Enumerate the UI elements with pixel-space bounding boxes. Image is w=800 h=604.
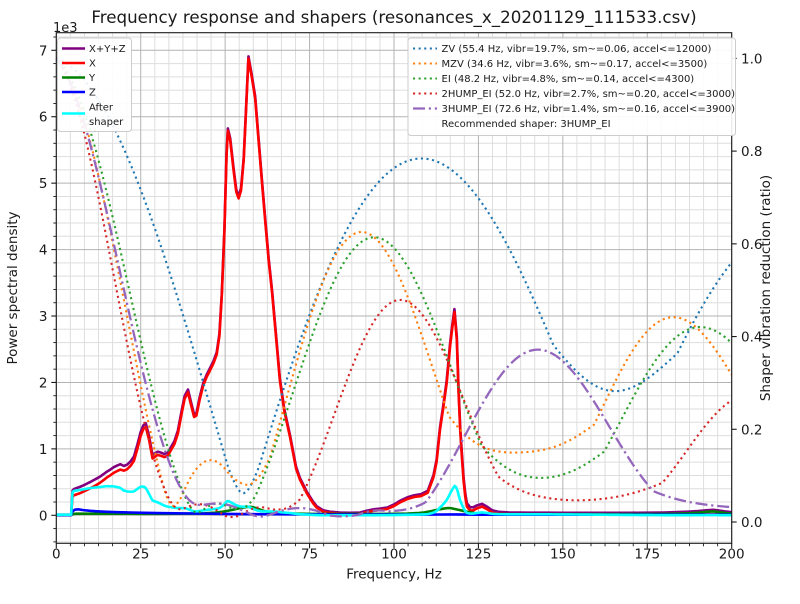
y-left-offset-text: 1e3 <box>53 21 78 36</box>
legend-label: X <box>89 59 96 70</box>
y-left-tick-label: 1 <box>39 442 48 458</box>
y-right-tick-label: 0.2 <box>741 422 762 438</box>
legend-shapers-box <box>407 37 736 136</box>
x-tick-label: 175 <box>634 547 660 563</box>
legend-label: After <box>89 103 114 114</box>
curves <box>55 55 733 519</box>
shaper-curve-zv <box>55 57 733 495</box>
legend-label-ei: EI (48.2 Hz, vibr=4.8%, sm~=0.14, accel<… <box>442 74 695 85</box>
y-left-axis-label: Power spectral density <box>5 211 21 364</box>
shaper-curve-mzv <box>55 57 733 508</box>
x-tick-label: 200 <box>719 547 745 563</box>
legend-label-3hump_ei: 3HUMP_EI (72.6 Hz, vibr=1.4%, sm~=0.16, … <box>442 104 736 115</box>
y-left-tick-label: 7 <box>39 43 48 59</box>
x-tick-label: 50 <box>217 547 234 563</box>
legend-recommended-note: Recommended shaper: 3HUMP_EI <box>442 119 611 130</box>
legend-label: Z <box>89 88 96 99</box>
shaper-curve-ei <box>55 57 733 514</box>
y-right-tick-label: 0.6 <box>741 237 762 253</box>
y-left-tick-label: 3 <box>39 309 48 325</box>
psd-curve-after-shaper <box>56 484 732 517</box>
x-tick-label: 0 <box>52 547 61 563</box>
legend-label-2hump_ei: 2HUMP_EI (52.0 Hz, vibr=2.7%, sm~=0.20, … <box>442 89 736 100</box>
y-left-tick-label: 5 <box>39 176 48 192</box>
legend-shapers: ZV (55.4 Hz, vibr=19.7%, sm~=0.06, accel… <box>407 37 736 136</box>
y-right-axis-label: Shaper vibration reduction (ratio) <box>758 175 774 401</box>
y-right-tick-label: 0.0 <box>741 515 762 531</box>
psd-curve-x <box>56 57 732 517</box>
x-tick-label: 75 <box>301 547 318 563</box>
x-tick-label: 150 <box>550 547 576 563</box>
legend-label: shaper <box>89 117 124 128</box>
legend-label: Y <box>88 73 96 84</box>
legend-label: X+Y+Z <box>89 44 126 55</box>
x-tick-label: 25 <box>132 547 149 563</box>
shaper-curve-2hump_ei <box>55 57 733 519</box>
legend-label-zv: ZV (55.4 Hz, vibr=19.7%, sm~=0.06, accel… <box>442 44 712 55</box>
legend-label-mzv: MZV (34.6 Hz, vibr=3.6%, sm~=0.17, accel… <box>442 59 708 70</box>
y-left-tick-label: 0 <box>39 508 48 524</box>
chart-title: Frequency response and shapers (resonanc… <box>91 7 696 28</box>
y-right-tick-label: 0.4 <box>741 330 762 346</box>
y-left-tick-label: 2 <box>39 375 48 391</box>
y-left-tick-label: 4 <box>39 243 48 259</box>
y-right-tick-label: 1.0 <box>741 51 762 67</box>
y-right-tick-label: 0.8 <box>741 144 762 160</box>
x-tick-label: 100 <box>381 547 407 563</box>
legend-psd-box <box>57 37 132 132</box>
shaper-curve-3hump_ei <box>55 57 732 518</box>
x-axis-label: Frequency, Hz <box>346 567 442 583</box>
x-tick-label: 125 <box>466 547 492 563</box>
axes: 0 25 50 75 100 125 150 175 200 0 1 2 3 4 5 6 7 0.0 0.2 0.4 0… <box>39 32 762 563</box>
y-left-tick-label: 6 <box>39 110 48 126</box>
legend-psd: X+Y+Z XYZ After shaper <box>57 37 132 132</box>
